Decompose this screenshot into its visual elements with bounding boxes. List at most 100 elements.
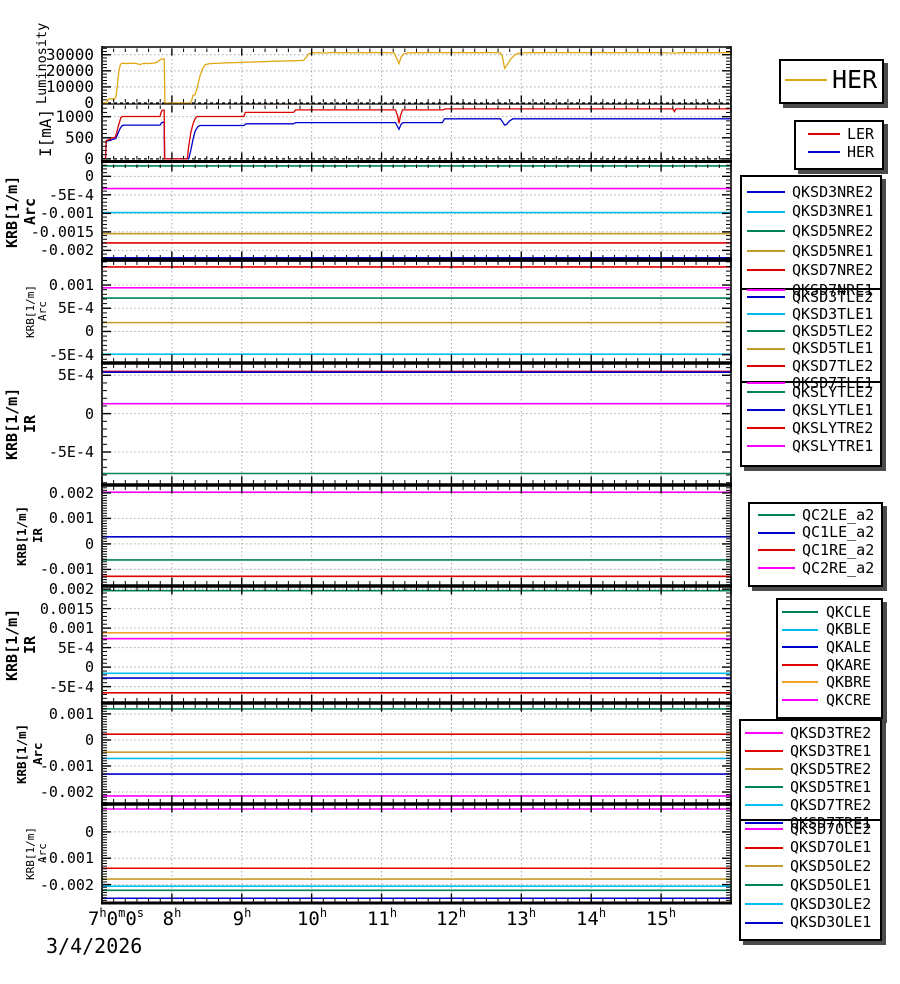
legend-swatch-QKSD5NRE2 (747, 230, 785, 233)
y-tick-label: -0.002 (39, 241, 94, 259)
legend-entry-QKSLYTRE2: QKSLYTRE2 (792, 419, 874, 437)
y-tick-label: -0.001 (39, 204, 94, 222)
x-label-unit: h (99, 906, 107, 920)
legend-entry-QKSLYTRE1: QKSLYTRE1 (792, 437, 874, 455)
legend-box-8 (739, 819, 882, 941)
y-tick-label: -0.001 (39, 560, 94, 578)
frame-boundary (101, 802, 732, 806)
legend-entry-QKSD5TRE1: QKSD5TRE1 (790, 778, 872, 796)
y-tick-label: 0 (84, 535, 94, 553)
x-label-value: 15 (645, 908, 669, 930)
series-curve-LER (102, 108, 731, 160)
y-tick-label: -5E-4 (48, 678, 94, 696)
x-label-unit: h (389, 906, 398, 920)
legend-entry-QKSD7NRE1: QKSD7NRE1 (792, 281, 874, 299)
y-tick-label: 0 (84, 149, 94, 168)
x-label-unit: h (319, 906, 328, 920)
x-label-value: 7 (87, 908, 100, 930)
x-tick-label: 14h (576, 906, 606, 930)
date-label: 3/4/2026 (46, 934, 143, 958)
legend-swatch-QC2LE_a2 (758, 514, 795, 516)
y-tick-label: -0.0015 (30, 223, 94, 241)
y-tick-label: 0 (84, 823, 94, 841)
y-tick-label: 500 (65, 128, 94, 147)
legend-entry-HER: HER (847, 143, 875, 161)
y-tick-label: 0.001 (48, 509, 94, 527)
x-label-unit: s (136, 906, 145, 920)
legend-swatch-LER (808, 133, 840, 135)
frame-boundary (101, 701, 732, 705)
x-label-value: 0 (125, 908, 137, 930)
legend-entry-QKSD5OLE2: QKSD5OLE2 (790, 857, 872, 875)
legend-entry-QKSD7TLE1: QKSD7TLE1 (792, 374, 874, 392)
legend-swatch-QKSD3TRE2 (745, 732, 783, 734)
x-tick-label: 10h (296, 906, 328, 930)
x-label-unit: h (244, 906, 252, 920)
legend-entry-QKSD3NRE2: QKSD3NRE2 (792, 183, 874, 201)
y-axis-sublabel-krb-arc-ole: Arc (36, 843, 49, 864)
legend-entry-QKSD7TLE2: QKSD7TLE2 (792, 357, 874, 375)
frame-boundary (101, 483, 732, 487)
y-tick-label: -5E-4 (48, 346, 94, 364)
legend-entry-QKSD3TRE1: QKSD3TRE1 (790, 742, 872, 760)
legend-swatch-QC1LE_a2 (758, 531, 795, 534)
legend-box-4 (740, 381, 882, 467)
legend-entry-QKBLE: QKBLE (826, 620, 872, 638)
y-tick-label: 30000 (45, 45, 94, 64)
x-label-value: 11 (366, 908, 390, 930)
legend-entry-QKSD3TLE2: QKSD3TLE2 (792, 288, 874, 306)
y-tick-label: 1000 (55, 107, 94, 126)
x-label-value: 10 (296, 908, 320, 930)
legend-entry-QKSLYTLE1: QKSLYTLE1 (792, 401, 874, 419)
y-tick-label: 0 (84, 731, 94, 749)
y-axis-label-beam-current: I[mA] (36, 108, 55, 157)
x-tick-label: 7h0m0s (87, 906, 145, 930)
y-tick-label: 0.002 (48, 580, 94, 598)
y-tick-label: 0.001 (48, 276, 94, 294)
legend-swatch-QKSD7NRE2 (747, 269, 785, 272)
legend-swatch-QKSLYTLE1 (747, 409, 785, 411)
y-axis-sublabel-krb-ir-sly: IR (21, 414, 39, 434)
legend-swatch-QKSLYTLE2 (747, 391, 785, 393)
legend-swatch-QKSD3NRE1 (747, 210, 785, 213)
legend-swatch-QKSD3NRE2 (747, 191, 785, 193)
y-tick-label: 0.001 (48, 705, 94, 723)
legend-entry-QKCRE: QKCRE (826, 691, 872, 709)
legend-box-0 (779, 59, 884, 104)
y-axis-label-krb-ir-sly: KRB[1/m] (3, 387, 21, 461)
y-tick-label: -5E-4 (48, 443, 94, 461)
legend-swatch-QKSD5TRE1 (745, 786, 783, 788)
frame-boundary (101, 361, 732, 365)
legend-entry-QC2LE_a2: QC2LE_a2 (802, 506, 875, 524)
x-label-unit: h (174, 906, 182, 920)
y-axis-label-krb-arc-tre: KRB[1/m] (14, 723, 29, 784)
y-axis-sublabel-krb-ir-qk: IR (21, 635, 39, 654)
series-curve-HER (102, 118, 731, 160)
legend-entry-QKSD7OLE2: QKSD7OLE2 (790, 820, 872, 838)
legend-swatch-QKSD5TLE2 (747, 330, 785, 333)
y-tick-label: 5E-4 (57, 299, 94, 317)
y-tick-label: 0.001 (48, 619, 94, 637)
y-axis-sublabel-krb-ir-qc: IR (30, 527, 45, 544)
legend-entry-QC2RE_a2: QC2RE_a2 (802, 559, 875, 577)
legend-entry-QKARE: QKARE (826, 656, 872, 674)
legend-swatch-QKSD3TLE1 (747, 313, 785, 316)
y-tick-label: 0.0015 (39, 600, 94, 618)
legend-swatch-QKSD7OLE1 (745, 846, 783, 849)
legend-swatch-QKSD3TLE2 (747, 296, 785, 298)
legend-swatch-QKSLYTRE2 (747, 427, 785, 429)
legend-swatch-QKBRE (782, 681, 818, 684)
y-axis-sublabel-krb-arc-nre: Arc (21, 197, 39, 226)
legend-swatch-QKSD5TLE1 (747, 347, 785, 350)
y-axis-label-krb-ir-qk: KRB[1/m] (3, 608, 21, 681)
y-tick-label: -5E-4 (48, 186, 94, 204)
legend-entry-QKSD5TLE2: QKSD5TLE2 (792, 322, 874, 340)
x-label-value: 13 (505, 908, 529, 930)
legend-swatch-QKSD7TLE2 (747, 364, 785, 367)
x-tick-label: 13h (505, 906, 536, 930)
series-curve-HER (102, 51, 731, 104)
y-tick-label: 5E-4 (57, 366, 94, 384)
legend-swatch-HER (808, 151, 840, 153)
legend-entry-LER: LER (847, 125, 875, 143)
y-tick-label: 0 (84, 322, 94, 340)
